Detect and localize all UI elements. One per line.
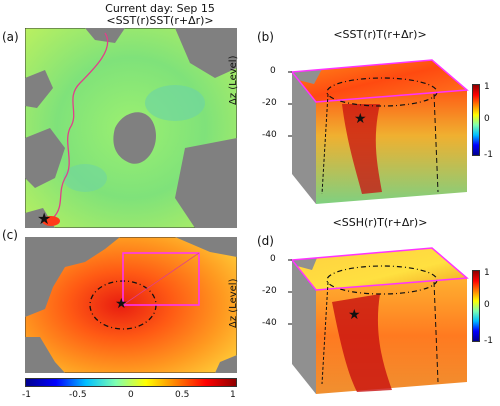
colorbar-tick: 1 xyxy=(484,268,490,278)
colorbar-tick: -0.5 xyxy=(69,390,87,400)
panel-b-colorbar xyxy=(472,84,480,156)
colorbar-tick: 1 xyxy=(484,82,490,92)
colorbar-tick: -1 xyxy=(484,336,493,346)
panel-d-title: <SSH(r)T(r+Δr)> xyxy=(332,216,428,229)
z-tick: -20 xyxy=(262,286,277,296)
z-tick: 0 xyxy=(270,254,276,264)
star-marker-icon: ★ xyxy=(37,209,52,228)
panel-b-cube: ★ xyxy=(262,44,498,214)
current-day-label: Current day: Sep 15 xyxy=(105,2,215,15)
panel-b-label: (b) xyxy=(257,30,274,44)
panel-a-label: (a) xyxy=(2,30,19,44)
colorbar-tick: 0.5 xyxy=(175,390,190,400)
bottom-colorbar xyxy=(25,378,237,387)
panel-d-cube: ★ xyxy=(262,232,498,404)
panel-a-map: ★ xyxy=(25,28,237,228)
colorbar-tick: 0 xyxy=(128,390,134,400)
star-marker-icon: ★ xyxy=(354,111,367,127)
panel-d-ylabel: Δz (Level) xyxy=(228,278,239,328)
colorbar-tick: 0 xyxy=(484,114,490,124)
panel-c-label: (c) xyxy=(2,228,18,242)
colorbar-tick: -1 xyxy=(484,150,493,160)
star-marker-icon: ★ xyxy=(348,307,361,323)
colorbar-tick: -1 xyxy=(22,390,31,400)
star-marker-icon: ★ xyxy=(115,296,128,312)
panel-b-ylabel: Δz (Level) xyxy=(228,55,239,105)
z-tick: -20 xyxy=(262,98,277,108)
panel-d-label: (d) xyxy=(257,234,274,248)
z-tick: -40 xyxy=(262,318,277,328)
panel-b-title: <SST(r)T(r+Δr)> xyxy=(333,28,427,41)
panel-a-title: <SST(r)SST(r+Δr)> xyxy=(106,14,214,27)
colorbar-tick: 0 xyxy=(484,300,490,310)
panel-d-colorbar xyxy=(472,270,480,342)
panel-c-map: ★ xyxy=(25,237,237,373)
z-tick: 0 xyxy=(270,66,276,76)
colorbar-tick: 1 xyxy=(230,390,236,400)
z-tick: -40 xyxy=(262,130,277,140)
